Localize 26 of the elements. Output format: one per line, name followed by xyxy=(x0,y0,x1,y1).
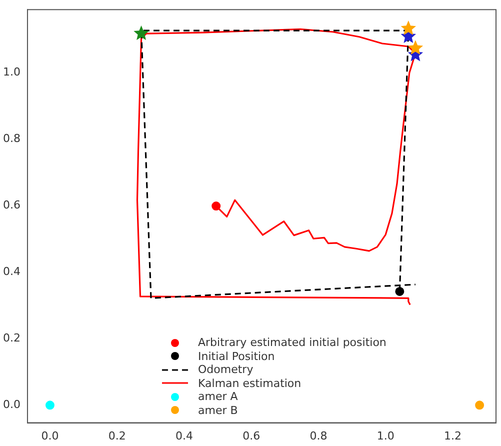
legend-label: Initial Position xyxy=(198,350,275,363)
point xyxy=(408,40,424,55)
y-tick-label: 0.6 xyxy=(2,198,20,212)
legend-label: Kalman estimation xyxy=(198,376,302,390)
legend-label: Odometry xyxy=(198,363,254,376)
point xyxy=(395,286,404,296)
legend-label: amer B xyxy=(198,404,238,417)
y-tick-label: 0.0 xyxy=(2,398,20,412)
point xyxy=(45,400,54,410)
x-tick-label: 0.8 xyxy=(310,429,328,442)
y-tick-label: 0.2 xyxy=(2,332,20,345)
x-tick-label: 1.0 xyxy=(376,429,394,442)
y-tick-label: 0.8 xyxy=(2,132,20,146)
point xyxy=(212,202,221,211)
x-tick-label: 0.4 xyxy=(175,429,193,442)
point xyxy=(134,26,149,40)
point xyxy=(475,400,484,410)
x-tick-label: 0.2 xyxy=(108,429,126,442)
point xyxy=(400,20,416,36)
x-tick-label: 0.0 xyxy=(41,429,59,442)
y-tick-label: 0.4 xyxy=(2,265,20,278)
x-tick-label: 1.2 xyxy=(444,429,462,442)
legend-label: Arbitrary estimated initial position xyxy=(198,336,386,350)
legend-label: amer A xyxy=(198,390,238,404)
y-tick-label: 1.0 xyxy=(2,66,20,79)
x-tick-label: 0.6 xyxy=(242,429,260,442)
